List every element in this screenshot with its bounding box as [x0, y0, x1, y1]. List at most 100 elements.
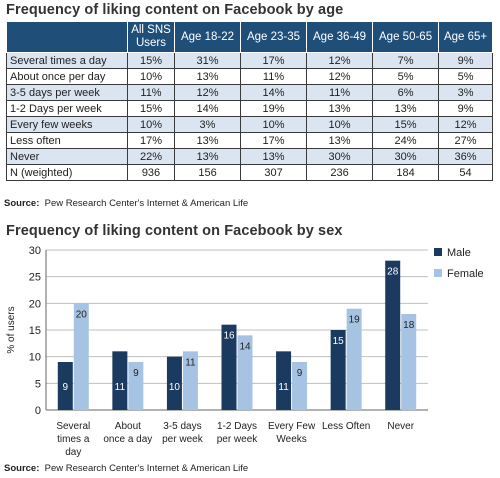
table-cell: 11%	[240, 68, 308, 85]
header-cell: Age 65+	[438, 21, 493, 53]
y-tick-label: 15	[29, 325, 41, 337]
source-label: Source:	[4, 198, 40, 209]
table-cell: 11%	[306, 84, 374, 101]
table-cell: 15%	[127, 52, 175, 69]
table-row: Several times a day 15% 31% 17% 12% 7% 9%	[6, 52, 493, 69]
table-cell: 13%	[173, 68, 242, 85]
header-cell: All SNS Users	[127, 21, 175, 53]
x-tick-label: 3-5 days	[163, 421, 201, 432]
header-cell: Age 23-35	[240, 21, 308, 53]
table-cell: 9%	[438, 100, 493, 117]
table-cell: 6%	[372, 84, 440, 101]
data-label: 11	[115, 382, 126, 393]
table-row: Every few weeks 10% 3% 10% 10% 15% 12%	[6, 116, 493, 133]
x-tick-label: per week	[162, 434, 204, 445]
data-label: 20	[76, 309, 88, 320]
row-label: 1-2 Days per week	[6, 100, 128, 117]
row-label: About once per day	[6, 68, 128, 85]
row-label: Never	[6, 148, 128, 165]
sex-frequency-bar-chart: 0 5 10 15 20 25 30 % of users 9 11 10 16 11 15 28 20 9 11…	[6, 245, 484, 458]
age-frequency-table: All SNS Users Age 18-22 Age 23-35 Age 36…	[6, 21, 493, 181]
bar-male	[276, 351, 292, 410]
bar-male	[385, 260, 401, 410]
table-cell: 11%	[127, 84, 175, 101]
table-cell: 54	[438, 164, 493, 181]
table-cell: 17%	[240, 52, 308, 69]
table-cell: 13%	[240, 148, 308, 165]
header-cell	[6, 21, 128, 53]
data-label: 28	[387, 267, 399, 278]
table-cell: 10%	[240, 116, 308, 133]
y-tick-label: 30	[29, 245, 41, 257]
x-tick-label: 1-2 Days	[217, 421, 257, 432]
table-cell: 184	[372, 164, 440, 181]
table-cell: 15%	[372, 116, 440, 133]
table-cell: 14%	[240, 84, 308, 101]
y-tick-label: 10	[29, 352, 41, 364]
table-row: 3-5 days per week 11% 12% 14% 11% 6% 3%	[6, 84, 493, 101]
legend-label: Male	[447, 247, 471, 259]
table-cell: 36%	[438, 148, 493, 165]
table-cell: 27%	[438, 132, 493, 149]
bar-male	[330, 330, 346, 410]
table-cell: 236	[306, 164, 374, 181]
table-cell: 7%	[372, 52, 440, 69]
bar-female	[401, 314, 417, 410]
legend-label: Female	[447, 268, 484, 280]
data-label: 19	[349, 315, 361, 326]
table-cell: 307	[240, 164, 308, 181]
row-label: Several times a day	[6, 52, 128, 69]
source-label: Source:	[4, 463, 40, 474]
data-label: 9	[63, 382, 69, 393]
chart-title: Frequency of liking content on Facebook …	[6, 223, 343, 239]
y-tick-label: 25	[29, 272, 41, 284]
table-cell: 13%	[306, 132, 374, 149]
bar-female	[237, 335, 253, 410]
table-cell: 14%	[173, 100, 242, 117]
table-cell: 12%	[438, 116, 493, 133]
table-title: Frequency of liking content on Facebook …	[6, 2, 344, 18]
table-row: Less often 17% 13% 17% 13% 24% 27%	[6, 132, 493, 149]
table-cell: 10%	[306, 116, 374, 133]
bar-female	[182, 351, 198, 410]
table-header-row: All SNS Users Age 18-22 Age 23-35 Age 36…	[6, 21, 493, 53]
table-source: Source: Pew Research Center's Internet &…	[4, 198, 248, 209]
legend-swatch-female	[434, 269, 442, 277]
source-text: Pew Research Center's Internet & America…	[44, 198, 249, 209]
table-row: About once per day 10% 13% 11% 12% 5% 5%	[6, 68, 493, 85]
row-label: Less often	[6, 132, 128, 149]
table-cell: 17%	[127, 132, 175, 149]
row-label: Every few weeks	[6, 116, 128, 133]
x-tick-label: Every Few	[268, 421, 316, 432]
data-label: 18	[403, 320, 415, 331]
data-label: 9	[133, 368, 139, 379]
table-cell: 22%	[127, 148, 175, 165]
bar-female	[292, 362, 308, 410]
x-tick-label: times a	[57, 434, 90, 445]
x-tick-label: Several	[56, 421, 90, 432]
data-label: 16	[223, 331, 235, 342]
table-cell: 9%	[438, 52, 493, 69]
table-cell: 12%	[306, 52, 374, 69]
row-label: N (weighted)	[6, 164, 128, 181]
table-cell: 12%	[173, 84, 242, 101]
x-tick-label: once a day	[103, 434, 152, 445]
data-label: 11	[185, 357, 196, 368]
bar-male	[166, 356, 182, 410]
table-cell: 156	[173, 164, 242, 181]
table-cell: 30%	[372, 148, 440, 165]
table-cell: 5%	[372, 68, 440, 85]
data-label: 14	[239, 341, 251, 352]
table-cell: 3%	[438, 84, 493, 101]
table-cell: 15%	[127, 100, 175, 117]
bar-female	[346, 308, 362, 410]
table-cell: 31%	[173, 52, 242, 69]
legend-swatch-male	[434, 248, 442, 256]
x-tick-label: About	[115, 421, 141, 432]
header-cell: Age 50-65	[372, 21, 440, 53]
chart-source: Source: Pew Research Center's Internet &…	[4, 463, 248, 474]
table-cell: 12%	[306, 68, 374, 85]
table-cell: 17%	[240, 132, 308, 149]
data-label: 15	[333, 336, 345, 347]
table-cell: 3%	[173, 116, 242, 133]
